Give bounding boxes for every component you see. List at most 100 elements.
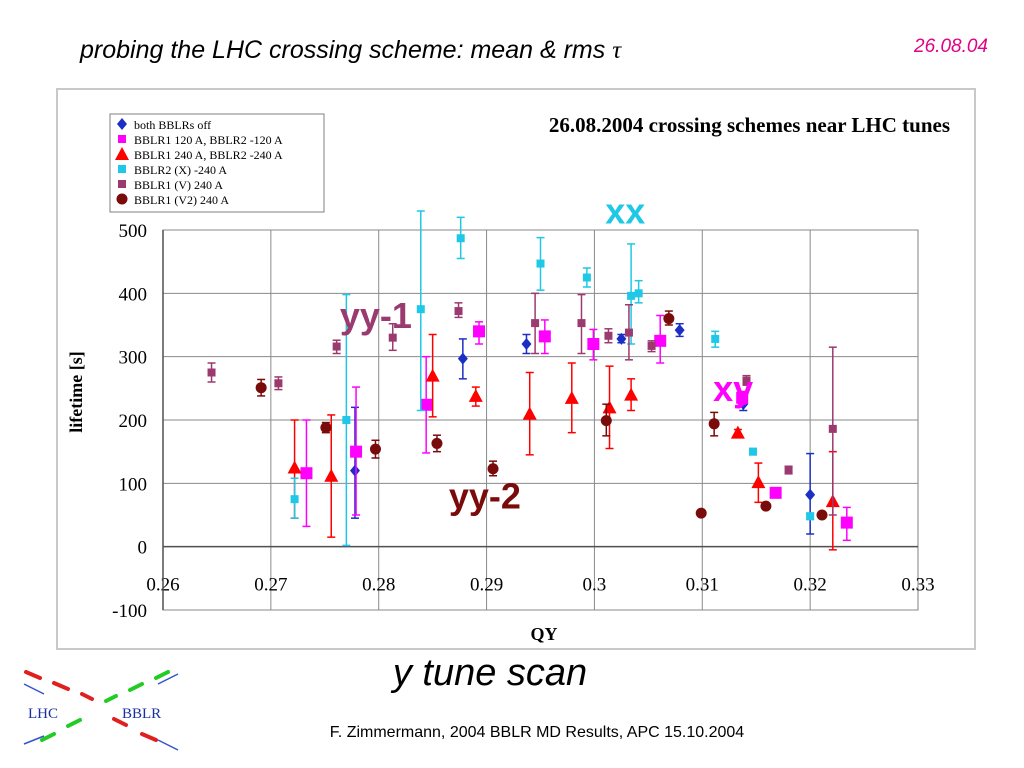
data-point [207,368,216,377]
data-point [748,447,757,456]
data-point [624,328,633,337]
legend-label: BBLR1 120 A, BBLR2 -120 A [134,133,283,147]
legend-box [109,113,325,213]
data-point [674,324,685,337]
y-tick-label: 100 [119,474,148,495]
data-point [840,516,853,529]
data-point [538,330,551,343]
annotation-label: yy-2 [449,476,521,517]
data-point [454,307,463,316]
chart-title: 26.08.2004 crossing schemes near LHC tun… [549,113,950,137]
data-point [816,509,828,521]
tau-symbol: τ [612,37,622,64]
legend-marker [117,118,127,130]
logo-crossing-beams-icon [23,670,179,751]
data-point [604,331,613,340]
data-point [627,291,636,300]
data-point [342,416,351,424]
data-point [332,342,341,351]
y-tick-label: 500 [119,221,148,242]
data-point [582,273,591,282]
legend-marker [118,165,126,173]
data-point [388,333,397,342]
annotations: xx yy-1 xy yy-2 [340,191,753,517]
data-point [695,507,707,519]
data-point [587,338,600,350]
data-series [207,210,853,551]
data-point [806,512,815,521]
data-point [255,382,267,394]
slide-subtitle: y tune scan [392,652,588,694]
data-point [487,463,499,475]
legend-label: BBLR1 (V2) 240 A [134,193,229,207]
data-point [536,259,545,268]
slide-footer: F. Zimmermann, 2004 BBLR MD Results, APC… [329,724,745,741]
data-point [287,460,302,474]
slide-title-text: probing the LHC crossing scheme: mean & … [80,36,606,64]
data-point [760,500,772,512]
legend-marker [118,180,126,188]
data-point [751,475,766,489]
x-tick-label: 0.3 [583,575,607,596]
legend-label: BBLR1 (V) 240 A [134,178,223,192]
data-point [654,334,667,347]
data-point [290,495,299,504]
legend-label: BBLR1 240 A, BBLR2 -240 A [134,148,283,162]
data-point [300,467,313,480]
data-point [468,388,483,402]
slide-date: 26.08.04 [914,36,988,57]
legend-marker [116,193,128,205]
data-point [420,398,433,411]
slide-title: probing the LHC crossing scheme: mean & … [80,36,621,65]
lifetime-vs-qy-chart: 0.26 0.27 0.28 0.29 0.3 0.31 0.32 0.33-10001002… [66,113,950,644]
series-2 [287,333,840,551]
data-point [350,445,363,458]
data-point [711,334,720,343]
y-tick-label: 400 [119,284,148,305]
data-point [349,464,360,477]
data-point [320,422,332,434]
data-point [274,379,283,388]
x-tick-label: 0.32 [794,575,827,596]
series-3 [290,210,815,547]
data-point [531,319,540,328]
data-point [416,305,425,314]
annotation-label: xy [713,368,753,409]
data-point [730,425,745,439]
data-point [616,332,627,345]
data-point [431,437,443,449]
data-point [784,466,793,475]
x-tick-label: 0.31 [686,575,719,596]
y-tick-label: 0 [138,538,148,559]
data-point [457,352,468,365]
y-axis-label: lifetime [s] [66,351,86,432]
data-point [369,443,381,455]
data-point [647,341,656,350]
annotation-label: yy-1 [340,295,412,336]
x-tick-label: 0.28 [362,575,395,596]
data-point [736,391,749,404]
x-tick-label: 0.27 [254,575,287,596]
y-tick-label: 200 [119,411,148,432]
y-tick-label: -100 [112,601,147,622]
data-point [634,289,643,298]
data-point [742,376,751,385]
lhc-bblr-logo: LHC BBLR [23,670,179,751]
annotation-label: xx [605,191,645,232]
data-point [624,387,639,401]
data-point [602,400,617,414]
data-point [473,325,486,338]
data-point [828,424,837,433]
data-point [708,418,720,430]
x-tick-label: 0.33 [901,575,934,596]
x-axis-label: QY [531,624,558,644]
logo-lhc-text: LHC [28,706,58,722]
x-tick-label: 0.29 [470,575,503,596]
data-point [600,415,612,427]
data-point [805,488,816,501]
logo-bblr-text: BBLR [122,706,161,722]
legend-marker [118,135,126,143]
series-4 [207,292,837,516]
series-5 [255,310,828,521]
